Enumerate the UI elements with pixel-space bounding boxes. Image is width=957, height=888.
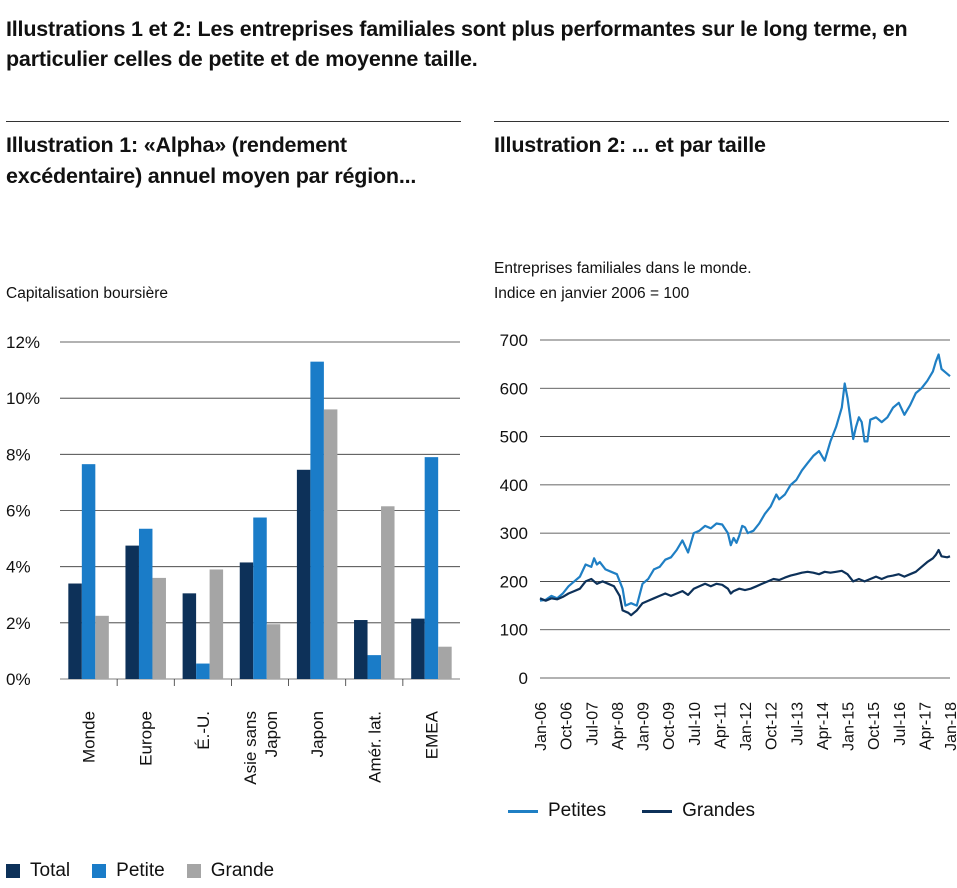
legend-item-grandes: Grandes	[642, 800, 755, 822]
bar-total	[296, 469, 311, 679]
chart2-ytick-label: 300	[500, 524, 528, 543]
chart2-legend: Petites Grandes	[508, 800, 791, 822]
legend-item-total: Total	[6, 860, 70, 882]
chart2-xtick-label: Jan-06	[533, 702, 550, 751]
bar-grande	[266, 624, 281, 679]
chart1-category-label: EMEA	[422, 710, 441, 759]
bar-total	[68, 583, 82, 679]
legend-line-petites	[508, 809, 538, 813]
chart2-xtick-label: Jan-15	[841, 702, 858, 751]
chart2-note1: Entreprises familiales dans le monde.	[494, 260, 752, 277]
legend-item-petites: Petites	[508, 800, 606, 822]
bar-grande	[95, 615, 109, 679]
legend-item-grande: Grande	[186, 860, 275, 882]
chart2-ytick-label: 400	[500, 476, 528, 495]
legend-label-grandes: Grandes	[682, 800, 755, 821]
bar-total	[354, 620, 368, 679]
legend-item-petite: Petite	[92, 860, 165, 882]
chart1-category-label: É.-U.	[194, 711, 213, 750]
legend-swatch-grande	[186, 864, 201, 878]
bar-petite	[81, 464, 96, 679]
chart1-ytick-label: 12%	[6, 333, 40, 352]
legend-label-petites: Petites	[548, 800, 607, 821]
chart1-ytick-label: 2%	[6, 614, 31, 633]
bar-petite	[138, 528, 153, 679]
chart1-ytick-label: 8%	[6, 445, 31, 464]
legend-swatch-total	[6, 864, 20, 878]
chart2-ytick-label: 700	[500, 331, 528, 350]
bar-grande	[381, 506, 395, 679]
bar-petite	[253, 517, 267, 679]
divider-left	[6, 121, 461, 122]
bar-petite	[310, 361, 324, 679]
chart1-category-label: Monde	[80, 711, 99, 763]
chart2-xtick-label: Jul-07	[584, 702, 601, 746]
chart2-xtick-label: Jul-16	[892, 702, 909, 746]
chart1-ytick-label: 6%	[6, 502, 31, 521]
chart2-ytick-label: 600	[500, 379, 528, 398]
legend-line-grandes	[642, 809, 673, 813]
chart2-xtick-label: Jul-13	[789, 702, 806, 746]
legend-label-total: Total	[30, 860, 71, 881]
bar-total	[125, 545, 139, 679]
chart2-xtick-label: Oct-09	[661, 702, 678, 750]
chart1-category-label: Japon	[308, 711, 327, 757]
chart2-xtick-label: Jan-12	[738, 702, 755, 751]
bar-petite	[424, 457, 439, 679]
chart2-ytick-label: 100	[500, 621, 528, 640]
bar-total	[239, 562, 254, 679]
chart2-xtick-label: Apr-08	[610, 702, 627, 750]
chart2-note2: Indice en janvier 2006 = 100	[494, 285, 690, 302]
chart1-category-label: Asie sans Japon	[241, 711, 281, 785]
series-line-grandes	[539, 548, 951, 617]
chart2-xtick-label: Oct-15	[866, 702, 883, 750]
divider-right	[494, 121, 949, 122]
bar-total	[411, 618, 425, 679]
chart2-xtick-label: Apr-11	[712, 702, 729, 749]
chart2-ytick-label: 500	[500, 428, 528, 447]
chart2-xtick-label: Oct-12	[764, 702, 781, 750]
chart1-title: Illustration 1: «Alpha» (rendement excéd…	[6, 133, 417, 188]
chart2-xtick-label: Apr-17	[917, 702, 934, 750]
bar-petite	[196, 663, 210, 679]
bar-grande	[438, 646, 452, 679]
chart1-ytick-label: 10%	[6, 389, 40, 408]
bar-grande	[209, 569, 224, 679]
chart2-xtick-label: Jan-09	[636, 702, 653, 751]
legend-swatch-petite	[92, 864, 107, 878]
chart2-ytick-label: 0	[519, 669, 528, 688]
chart1-ytick-label: 0%	[6, 670, 31, 689]
chart2-xtick-label: Jan-18	[943, 702, 957, 751]
chart1-note: Capitalisation boursière	[6, 285, 168, 302]
bar-total	[182, 593, 197, 679]
chart1-legend: Total Petite Grande	[6, 860, 296, 882]
chart2-title: Illustration 2: ... et par taille	[494, 133, 766, 157]
chart2-xtick-label: Apr-14	[815, 702, 832, 750]
legend-label-grande: Grande	[210, 860, 275, 881]
chart2-xtick-label: Oct-06	[559, 702, 576, 750]
bar-grande	[323, 409, 338, 679]
bar-grande	[152, 577, 166, 679]
chart2-ytick-label: 200	[500, 572, 528, 591]
bar-petite	[367, 655, 382, 679]
chart1-category-label: Europe	[137, 711, 156, 766]
chart2-xtick-label: Jul-10	[687, 702, 704, 746]
main-title: Illustrations 1 et 2: Les entreprises fa…	[6, 17, 908, 71]
series-line-petites	[539, 353, 951, 607]
chart1-category-label: Amér. lat.	[365, 711, 384, 783]
chart1-ytick-label: 4%	[6, 558, 31, 577]
legend-label-petite: Petite	[116, 860, 165, 881]
